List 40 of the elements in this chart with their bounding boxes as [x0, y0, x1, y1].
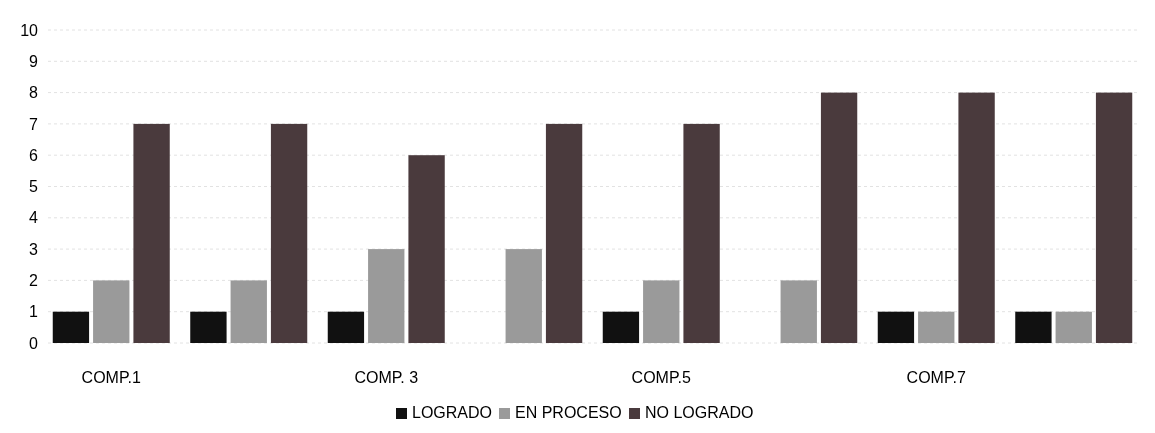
bar [52, 311, 90, 343]
y-tick-label: 2 [29, 272, 39, 289]
bar [918, 311, 955, 343]
y-tick-label: 8 [29, 84, 39, 102]
bar [1055, 311, 1092, 343]
x-tick-label: COMP.7 [906, 369, 966, 386]
y-tick-label: 9 [29, 52, 39, 70]
bar [602, 311, 640, 343]
x-tick-label: COMP.5 [631, 369, 691, 386]
bar [190, 311, 227, 343]
bar [270, 123, 308, 343]
y-tick-label: 0 [29, 334, 39, 352]
legend-label: NO LOGRADO [645, 404, 754, 421]
y-tick-label: 3 [29, 240, 39, 258]
bar [643, 280, 680, 343]
legend-label: EN PROCESO [515, 404, 622, 421]
bar [820, 92, 858, 343]
y-tick-label: 4 [29, 209, 39, 227]
y-tick-label: 1 [29, 303, 39, 321]
bar [327, 311, 365, 343]
bar [780, 280, 817, 343]
bar [93, 280, 130, 343]
bar [683, 123, 720, 343]
x-tick-label: COMP.1 [81, 369, 141, 386]
y-tick-label: 6 [29, 146, 39, 164]
bar [1095, 92, 1133, 343]
bar [230, 280, 267, 343]
bar [368, 249, 405, 343]
bar [133, 123, 170, 343]
y-tick-label: 7 [29, 115, 39, 133]
y-tick-label: 5 [29, 178, 39, 196]
legend-label: LOGRADO [412, 404, 493, 421]
bar [408, 155, 445, 343]
x-tick-label: COMP. 3 [354, 369, 419, 386]
bar [1015, 311, 1052, 343]
bar [877, 311, 915, 343]
y-tick-label: 10 [20, 21, 39, 39]
bar [505, 249, 542, 343]
bar [545, 123, 583, 343]
bar [958, 92, 995, 343]
